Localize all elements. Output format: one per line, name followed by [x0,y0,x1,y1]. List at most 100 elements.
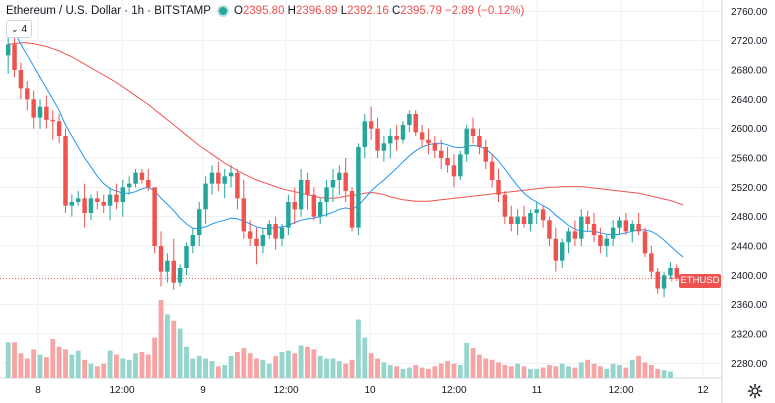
volume-bar [18,353,24,378]
volume-bar [101,363,107,378]
volume-bar [324,358,329,378]
volume-bar [489,359,495,378]
volume-bar [254,358,259,378]
candle-body [470,128,476,136]
volume-bar [521,366,527,378]
candle-body [630,224,635,232]
candle-body [260,235,266,246]
gear-icon[interactable] [747,383,763,399]
last-price-marker: + [668,274,676,284]
candle-body [184,246,189,268]
volume-bar [476,354,482,378]
volume-bar [37,354,43,378]
y-tick-label: 2640.00 [731,95,768,106]
volume-bar [43,357,49,378]
candle-body [451,165,457,177]
x-tick-label: 10 [364,385,376,396]
candle-body [279,227,285,239]
candle-body [375,128,380,151]
volume-bar [406,367,412,378]
candle-body [572,231,578,239]
x-tick-label: 12 [697,385,709,396]
volume-bar [82,359,88,378]
candle-body [368,121,374,129]
volume-bar [604,368,610,378]
candle-body [521,216,527,224]
candle-body [337,172,342,180]
candle-body [56,121,62,136]
candle-body [114,194,119,202]
x-tick-label: 12:00 [608,385,633,396]
candle-body [50,119,55,122]
volume-bar [419,367,425,378]
volume-bar [375,358,380,378]
volume-bar [120,358,126,378]
candle-body [661,275,667,289]
volume-bar [222,365,228,378]
low-value: 2392.16 [347,5,389,17]
y-tick-label: 2360.00 [731,300,768,311]
volume-bar [126,359,132,378]
volume-bar [171,320,177,378]
volume-bar [292,353,298,378]
candle-body [12,44,17,70]
candle-body [267,224,272,235]
candle-body [273,224,278,239]
candle-body [317,202,323,217]
volume-bar [610,363,616,378]
y-tick-label: 2280.00 [731,359,768,370]
candle-body [330,180,336,188]
volume-bar [273,355,279,378]
volume-bar [75,350,81,378]
candle-body [216,172,221,184]
candle-body [101,202,106,206]
volume-bar [285,350,291,378]
volume-bar [553,366,559,378]
candle-body [254,238,259,246]
candle-body [222,176,227,184]
candle-body [362,121,368,147]
candle-body [152,187,157,246]
volume-bar [387,365,393,378]
volume-bar [305,346,310,378]
candle-body [559,242,565,261]
candle-body [203,183,208,210]
y-tick-label: 2440.00 [731,242,768,253]
volume-bar [668,371,673,378]
volume-bar [228,355,234,378]
candle-body [502,194,508,217]
high-label: H [287,5,296,17]
volume-bar [215,366,221,378]
candle-body [553,238,559,261]
candle-body [196,209,202,235]
volume-bar [279,352,285,378]
candle-body [171,260,176,283]
volume-bar [648,365,654,378]
candle-body [591,224,597,235]
volume-bar [585,359,591,378]
volume-bar [591,363,597,378]
candle-body [489,161,495,180]
candle-body [579,216,584,239]
volume-bar [527,368,533,378]
indicators-toggle[interactable]: ⌄ 4 [6,20,33,38]
volume-bar [457,365,463,378]
candle-body [31,99,36,118]
volume-bar [597,366,603,378]
candle-body [349,191,355,228]
candle-body [139,172,145,180]
candle-body [298,180,304,210]
y-tick-label: 2480.00 [731,212,768,223]
chart-legend: Ethereum / U.S. Dollar · 1h · BITSTAMP O… [6,2,524,20]
candle-body [190,235,196,246]
high-value: 2396.89 [295,5,338,17]
candle-body [585,216,590,224]
volume-bar [381,362,387,378]
candle-body [636,224,641,232]
candle-body [388,136,393,144]
volume-bar [623,367,629,378]
volume-bar [133,353,138,378]
candle-body [540,209,546,221]
candle-body [438,150,444,158]
